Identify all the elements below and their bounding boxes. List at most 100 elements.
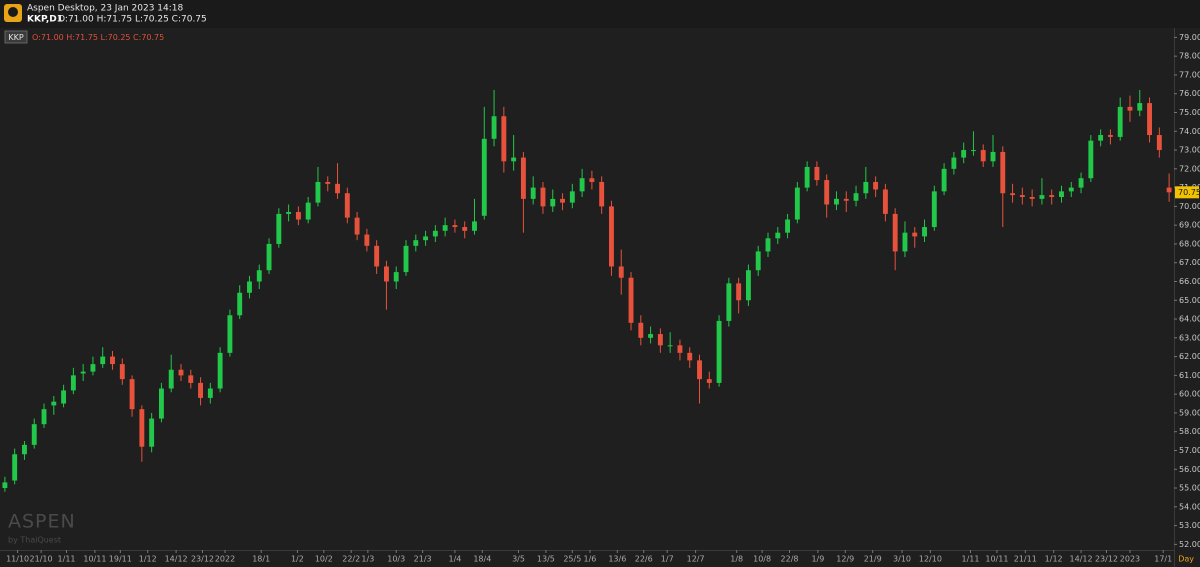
candle-body: [530, 187, 536, 199]
y-tick-label: 75.00: [1179, 108, 1200, 117]
x-tick-label: 18/1: [252, 555, 270, 564]
candle-body: [393, 272, 399, 282]
x-tick-label: 1/8: [730, 555, 743, 564]
x-tick-label: 1/6: [583, 555, 596, 564]
candle-body: [569, 191, 575, 203]
candle-body: [902, 232, 908, 252]
x-tick-label: 12/9: [836, 555, 854, 564]
x-tick-label: 23/12: [191, 555, 214, 564]
x-tick-label: 18/4: [473, 555, 491, 564]
x-tick-label: 10/2: [315, 555, 333, 564]
candle-body: [716, 320, 722, 383]
candle-body: [589, 178, 595, 182]
candle-body: [1059, 191, 1064, 197]
x-tick-label: 1/3: [361, 555, 374, 564]
app-icon-mark: [8, 7, 18, 17]
y-tick-label: 60.00: [1179, 390, 1200, 399]
candle-body: [1010, 193, 1016, 196]
x-tick-label: 21/10: [30, 555, 53, 564]
candle-body: [354, 217, 360, 235]
candle-body: [736, 283, 742, 301]
candle-body: [931, 191, 937, 228]
candle-body: [628, 277, 634, 323]
candle-body: [980, 150, 986, 162]
y-tick-label: 68.00: [1179, 239, 1200, 248]
candle-body: [22, 444, 27, 455]
y-tick-label: 59.00: [1179, 408, 1200, 417]
candle-body: [41, 409, 47, 425]
candle-body: [207, 388, 213, 398]
timeframe-label[interactable]: Day: [1178, 555, 1194, 564]
candle-body: [90, 364, 96, 372]
candle-body: [687, 352, 693, 361]
candle-body: [970, 150, 976, 152]
candle-body: [1029, 196, 1035, 199]
candle-body: [61, 390, 67, 404]
x-tick-label: 25/5: [563, 555, 581, 564]
candle-body: [51, 401, 57, 406]
plot-area: [0, 28, 1174, 550]
x-tick-label: 3/10: [893, 555, 911, 564]
candle-body: [217, 352, 223, 389]
x-tick-label: 1/12: [1045, 555, 1063, 564]
y-tick-label: 65.00: [1179, 296, 1200, 305]
candle-body: [383, 266, 389, 282]
candle-body: [325, 181, 331, 184]
candle-body: [295, 212, 301, 220]
candle-body: [12, 454, 18, 481]
candle-body: [335, 183, 340, 194]
candle-body: [168, 369, 174, 389]
x-tick-label: 11/10: [6, 555, 29, 564]
candle-body: [609, 206, 614, 267]
y-tick-label: 58.00: [1179, 427, 1200, 436]
candle-body: [892, 213, 898, 252]
candle-body: [158, 388, 164, 419]
candle-body: [1049, 195, 1055, 197]
candle-body: [677, 345, 683, 353]
y-tick-label: 77.00: [1179, 70, 1200, 79]
candle-body: [1078, 178, 1084, 188]
candle-body: [198, 382, 204, 398]
candle-body: [462, 227, 468, 231]
candle-body: [452, 225, 458, 228]
symbol-timeframe: KKP,D1: [27, 15, 63, 25]
candle-body: [364, 234, 370, 246]
candle-body: [1117, 106, 1123, 137]
x-tick-label: 13/5: [537, 555, 555, 564]
candle-body: [286, 212, 292, 214]
candle-body: [1107, 135, 1113, 137]
window-title: Aspen Desktop, 23 Jan 2023 14:18: [27, 4, 184, 14]
y-tick-label: 73.00: [1179, 146, 1200, 155]
y-tick-label: 79.00: [1179, 33, 1200, 42]
candle-body: [247, 281, 252, 293]
candle-body: [1098, 135, 1104, 141]
legend-symbol-box[interactable]: [4, 30, 28, 44]
candle-body: [941, 168, 947, 192]
candle-body: [129, 379, 135, 410]
candle-body: [648, 334, 654, 338]
candle-body: [374, 245, 380, 267]
y-tick-label: 64.00: [1179, 315, 1200, 324]
candle-body: [853, 193, 859, 201]
candle-body: [1000, 151, 1006, 194]
y-tick-label: 63.00: [1179, 333, 1200, 342]
candle-body: [1068, 187, 1074, 192]
x-tick-label: 23/12: [1095, 555, 1118, 564]
y-tick-label: 74.00: [1179, 127, 1200, 136]
x-tick-label: 12/7: [687, 555, 705, 564]
candle-body: [315, 181, 321, 203]
candle-body: [834, 198, 839, 205]
candle-body: [990, 151, 996, 162]
candle-body: [188, 375, 194, 383]
candle-body: [511, 157, 517, 162]
candle-body: [276, 213, 282, 244]
candle-body: [706, 379, 712, 383]
candle-body: [1019, 195, 1025, 197]
x-tick-label: 1/2: [291, 555, 304, 564]
candle-body: [100, 356, 106, 365]
x-tick-label: 1/4: [448, 555, 461, 564]
x-tick-label: 10/3: [387, 555, 405, 564]
candle-body: [765, 238, 771, 252]
candle-body: [1127, 106, 1133, 111]
